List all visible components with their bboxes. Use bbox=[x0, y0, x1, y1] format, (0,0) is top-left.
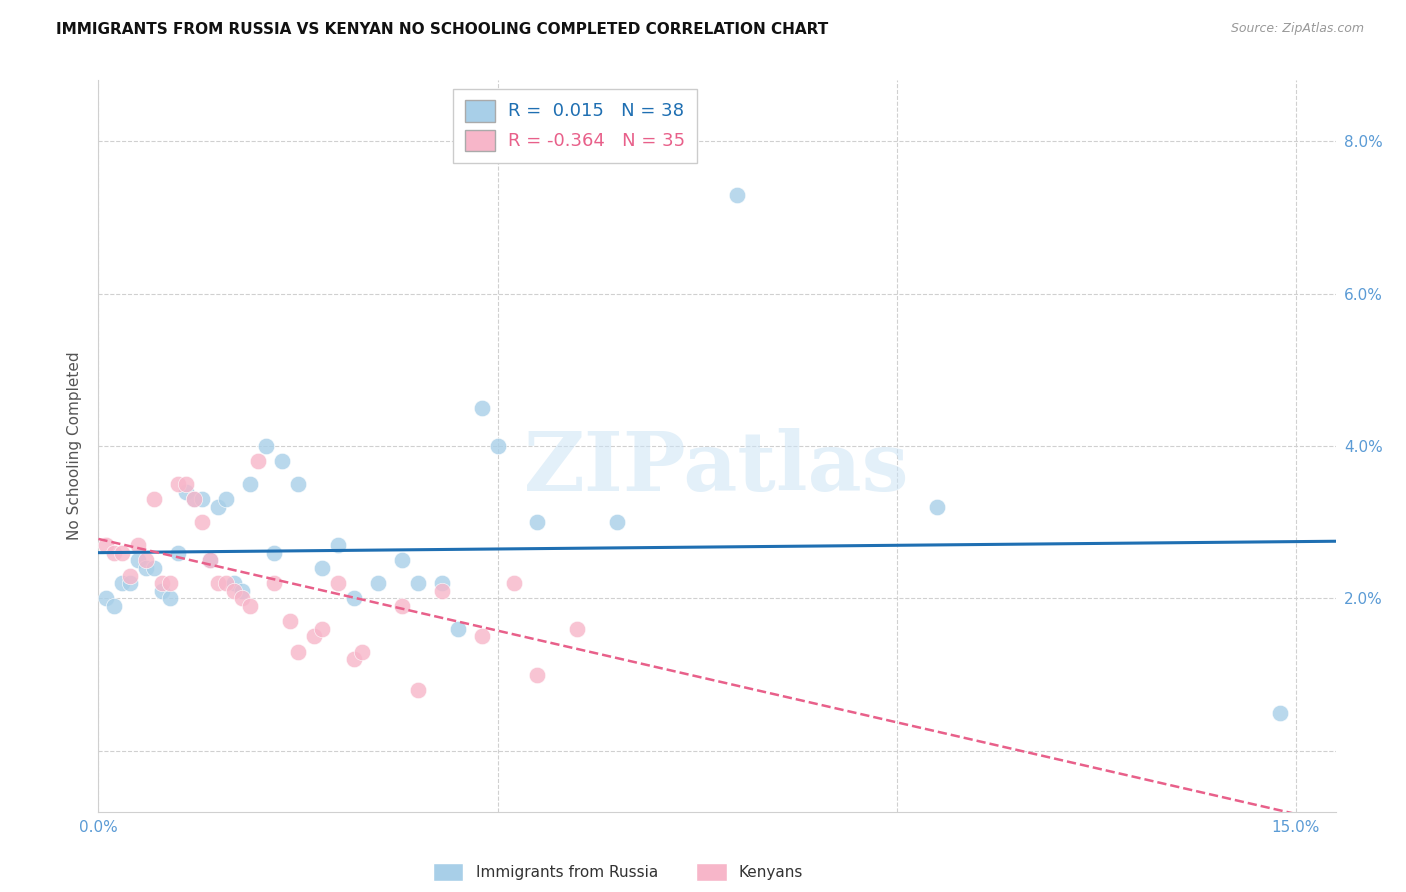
Point bbox=[391, 553, 413, 567]
Point bbox=[1268, 706, 1291, 720]
Text: Source: ZipAtlas.com: Source: ZipAtlas.com bbox=[1230, 22, 1364, 36]
Point bbox=[367, 576, 389, 591]
Point bbox=[925, 500, 948, 514]
Point bbox=[150, 583, 173, 598]
Point bbox=[183, 492, 205, 507]
Point bbox=[526, 515, 548, 529]
Point bbox=[215, 492, 238, 507]
Point bbox=[224, 583, 246, 598]
Point bbox=[486, 439, 509, 453]
Point bbox=[215, 576, 238, 591]
Point bbox=[430, 576, 453, 591]
Point bbox=[326, 576, 349, 591]
Point bbox=[287, 645, 309, 659]
Point bbox=[159, 576, 181, 591]
Point bbox=[231, 583, 253, 598]
Point bbox=[526, 667, 548, 681]
Point bbox=[446, 622, 468, 636]
Point bbox=[174, 484, 197, 499]
Point bbox=[135, 553, 157, 567]
Point bbox=[311, 622, 333, 636]
Point bbox=[191, 492, 214, 507]
Point bbox=[271, 454, 294, 468]
Legend: Immigrants from Russia, Kenyans: Immigrants from Russia, Kenyans bbox=[425, 855, 811, 888]
Point bbox=[224, 576, 246, 591]
Point bbox=[96, 538, 118, 552]
Point bbox=[127, 538, 149, 552]
Point bbox=[198, 553, 221, 567]
Point bbox=[239, 599, 262, 613]
Point bbox=[430, 583, 453, 598]
Point bbox=[239, 477, 262, 491]
Point bbox=[247, 454, 270, 468]
Point bbox=[191, 515, 214, 529]
Point bbox=[103, 546, 125, 560]
Point bbox=[111, 576, 134, 591]
Point bbox=[120, 568, 142, 582]
Point bbox=[159, 591, 181, 606]
Point bbox=[391, 599, 413, 613]
Text: IMMIGRANTS FROM RUSSIA VS KENYAN NO SCHOOLING COMPLETED CORRELATION CHART: IMMIGRANTS FROM RUSSIA VS KENYAN NO SCHO… bbox=[56, 22, 828, 37]
Point bbox=[471, 401, 494, 415]
Point bbox=[167, 546, 190, 560]
Point bbox=[254, 439, 277, 453]
Point bbox=[471, 630, 494, 644]
Point bbox=[167, 477, 190, 491]
Point bbox=[263, 576, 285, 591]
Point bbox=[287, 477, 309, 491]
Point bbox=[150, 576, 173, 591]
Point bbox=[343, 591, 366, 606]
Point bbox=[278, 614, 301, 628]
Point bbox=[502, 576, 524, 591]
Point bbox=[143, 492, 166, 507]
Point bbox=[725, 187, 748, 202]
Point bbox=[406, 682, 429, 697]
Point bbox=[135, 561, 157, 575]
Point bbox=[606, 515, 628, 529]
Point bbox=[231, 591, 253, 606]
Point bbox=[343, 652, 366, 666]
Point bbox=[96, 591, 118, 606]
Point bbox=[127, 553, 149, 567]
Point bbox=[207, 500, 229, 514]
Point bbox=[103, 599, 125, 613]
Point bbox=[302, 630, 325, 644]
Point bbox=[174, 477, 197, 491]
Point bbox=[183, 492, 205, 507]
Point bbox=[406, 576, 429, 591]
Point bbox=[207, 576, 229, 591]
Y-axis label: No Schooling Completed: No Schooling Completed bbox=[67, 351, 83, 541]
Text: ZIPatlas: ZIPatlas bbox=[524, 428, 910, 508]
Point bbox=[111, 546, 134, 560]
Point bbox=[120, 576, 142, 591]
Point bbox=[198, 553, 221, 567]
Point bbox=[350, 645, 373, 659]
Point bbox=[311, 561, 333, 575]
Point bbox=[263, 546, 285, 560]
Point bbox=[567, 622, 589, 636]
Point bbox=[143, 561, 166, 575]
Point bbox=[326, 538, 349, 552]
